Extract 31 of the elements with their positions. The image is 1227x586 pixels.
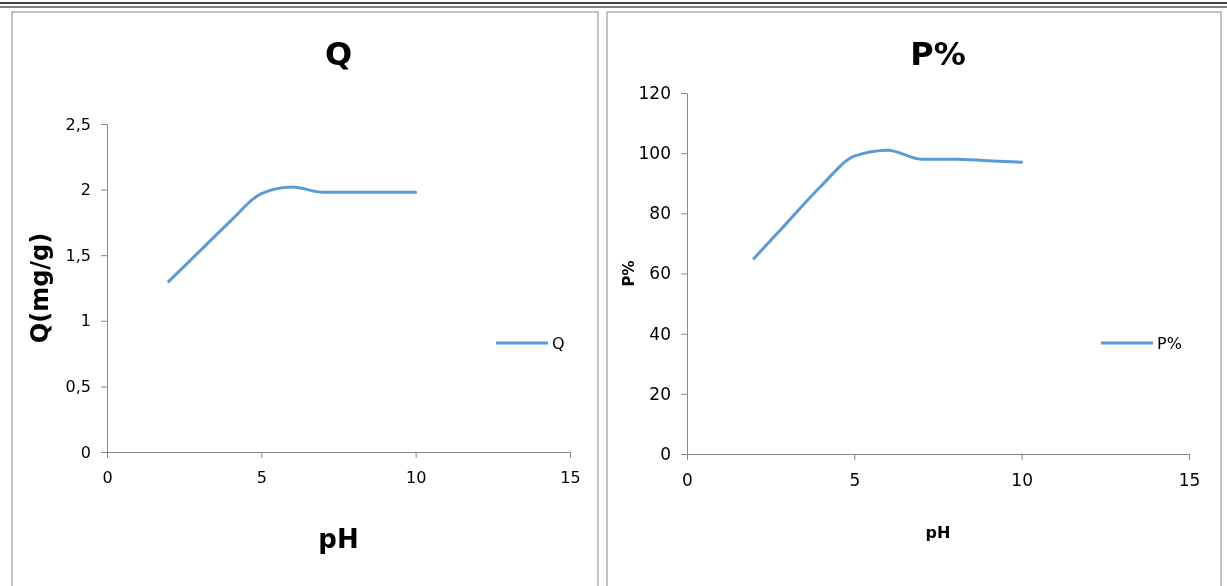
y-tick-label: 60 <box>649 263 671 284</box>
y-axis-title: P% <box>620 260 638 287</box>
y-tick-label: 80 <box>649 203 671 224</box>
x-tick-label: 0 <box>102 468 113 488</box>
x-tick-label: 5 <box>849 470 861 491</box>
y-tick-label: 1,5 <box>65 245 91 265</box>
x-tick-label: 0 <box>682 470 693 491</box>
y-tick-label: 120 <box>638 82 671 103</box>
chart-title: Q <box>324 35 353 73</box>
y-tick-label: 20 <box>649 383 671 404</box>
x-tick-label: 10 <box>405 468 427 488</box>
y-tick-label: 2,5 <box>65 114 91 134</box>
x-axis-title: pH <box>318 524 359 554</box>
y-tick-label: 2 <box>80 180 91 200</box>
x-tick-label: 5 <box>256 468 267 488</box>
legend-label: Q <box>552 334 565 353</box>
y-tick-label: 0 <box>80 442 91 462</box>
line-series <box>167 185 418 283</box>
x-tick-label: 15 <box>1178 470 1201 491</box>
chart-title: P% <box>910 35 966 73</box>
y-axis-title: Q(mg/g) <box>26 232 54 344</box>
legend-label: P% <box>1157 334 1182 353</box>
x-axis-title: pH <box>925 523 951 542</box>
x-tick-label: 10 <box>1011 470 1033 491</box>
x-tick-label: 15 <box>560 468 581 488</box>
y-tick-label: 100 <box>638 143 671 164</box>
y-tick-label: 40 <box>649 323 671 344</box>
y-tick-label: 0,5 <box>65 377 91 397</box>
y-tick-label: 0 <box>660 443 671 464</box>
y-tick-label: 1 <box>80 311 91 331</box>
line-series <box>752 148 1024 260</box>
